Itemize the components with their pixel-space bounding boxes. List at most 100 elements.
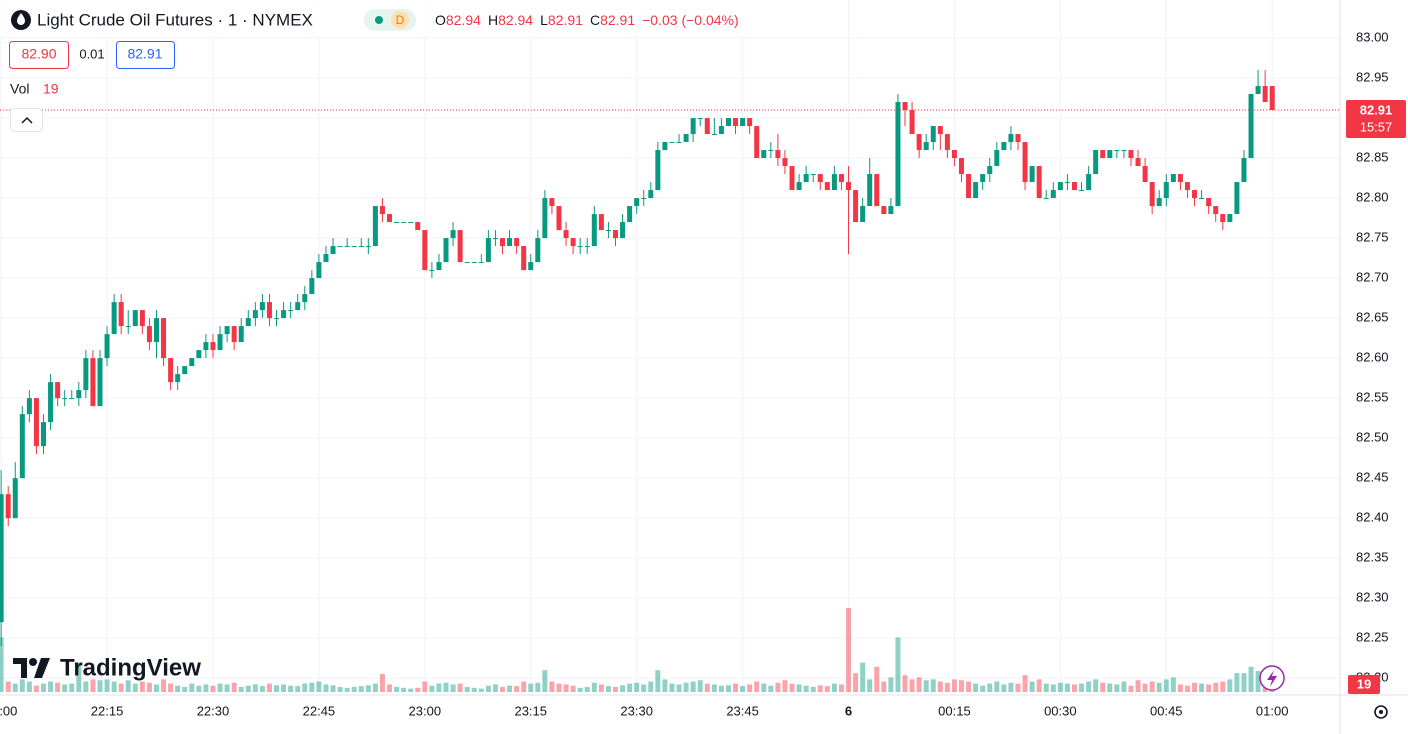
candle-body: [97, 358, 103, 407]
candle-body: [48, 382, 54, 423]
volume-bar: [718, 685, 724, 692]
candle-body: [627, 206, 633, 223]
candle-body: [1050, 190, 1056, 199]
volume-bar: [620, 685, 626, 692]
volume-bar: [1001, 684, 1007, 692]
candle-body: [1255, 86, 1261, 95]
volume-bar: [132, 683, 138, 692]
candle-body: [351, 246, 357, 248]
volume-bar: [627, 683, 633, 692]
candle-body: [860, 206, 866, 223]
candle-body: [655, 150, 661, 191]
volume-bar: [669, 683, 675, 692]
candle-body: [810, 174, 816, 176]
volume-bar: [1184, 685, 1190, 692]
candle-body: [1262, 86, 1268, 103]
volume-bar: [902, 675, 908, 692]
volume-bar: [1149, 681, 1155, 692]
volume-bar: [387, 684, 393, 692]
candle-body: [337, 246, 343, 248]
volume-bar: [415, 687, 421, 692]
candle-body: [944, 134, 950, 151]
candle-body: [485, 238, 491, 263]
candle-body: [1022, 142, 1028, 183]
y-tick-label: 82.40: [1356, 510, 1389, 525]
candle-body: [203, 342, 209, 351]
symbol-title[interactable]: Light Crude Oil Futures · 1 · NYMEX: [37, 10, 313, 29]
volume-bar: [401, 687, 407, 692]
buy-box[interactable]: [116, 41, 175, 69]
candle-body: [916, 134, 922, 151]
volume-bar: [118, 683, 124, 692]
candle-body: [182, 366, 188, 375]
candle-body: [507, 238, 513, 247]
c-value: 82.91: [600, 12, 635, 28]
candle-body: [132, 310, 138, 327]
volume-bar: [648, 681, 654, 692]
settings-button[interactable]: [1374, 705, 1388, 719]
candle-body: [104, 334, 110, 359]
volume-bar: [796, 684, 802, 692]
candle-body: [1156, 198, 1162, 207]
candle-body: [754, 126, 760, 159]
x-tick-label: 23:15: [514, 703, 547, 718]
volume-bar: [295, 686, 301, 692]
volume-bar: [1213, 682, 1219, 692]
candle-body: [987, 166, 993, 175]
candle-body: [648, 190, 654, 199]
y-tick-label: 82.80: [1356, 189, 1389, 204]
l-label: L: [540, 12, 548, 28]
collapse-button[interactable]: [10, 108, 43, 132]
volume-bar: [330, 685, 336, 692]
market-open-dot: [375, 16, 383, 24]
candle-body: [761, 150, 767, 159]
candle-body: [563, 230, 569, 239]
x-tick-label: 23:00: [409, 703, 442, 718]
candle-body: [1149, 182, 1155, 207]
volume-bar: [556, 683, 562, 692]
candle-body: [1199, 198, 1205, 200]
volume-bar: [394, 686, 400, 692]
candle-body: [288, 310, 294, 312]
candle-body: [5, 494, 11, 519]
candle-body: [733, 118, 739, 127]
y-tick-label: 82.75: [1356, 230, 1389, 245]
candle-body: [492, 238, 498, 240]
o-value: 82.94: [446, 12, 481, 28]
volume-bar: [62, 684, 68, 692]
candle-body: [620, 222, 626, 239]
candle-body: [1086, 174, 1092, 191]
volume-bar: [196, 685, 202, 692]
candle-body: [959, 158, 965, 175]
candle-body: [146, 326, 152, 343]
sell-box[interactable]: [9, 41, 69, 69]
volume-bar: [146, 682, 152, 692]
volume-bar: [217, 683, 223, 692]
volume-bar: [1248, 666, 1254, 692]
volume-bar: [740, 686, 746, 692]
x-tick-label: 22:45: [303, 703, 336, 718]
candle-body: [401, 222, 407, 224]
candle-body: [309, 278, 315, 295]
candle-body: [302, 294, 308, 303]
x-tick-label: 6: [845, 703, 852, 718]
candle-body: [966, 174, 972, 199]
volume-bar: [111, 681, 117, 692]
volume-bar: [259, 686, 265, 692]
candle-body: [577, 246, 583, 248]
candle-body: [1177, 174, 1183, 183]
candle-body: [598, 214, 604, 231]
volume-bar: [1220, 681, 1226, 692]
tradingview-logo[interactable]: TradingView: [13, 654, 201, 681]
candle-body: [12, 478, 18, 519]
volume-bar: [83, 681, 89, 692]
candle-body: [662, 142, 668, 151]
volume-bar: [55, 682, 61, 692]
volume-bar: [634, 682, 640, 692]
volume-bar: [733, 683, 739, 692]
delay-badge-text: D: [396, 13, 405, 27]
volume-bar: [351, 686, 357, 692]
volume-bar: [570, 685, 576, 692]
candle-body: [1036, 166, 1042, 199]
